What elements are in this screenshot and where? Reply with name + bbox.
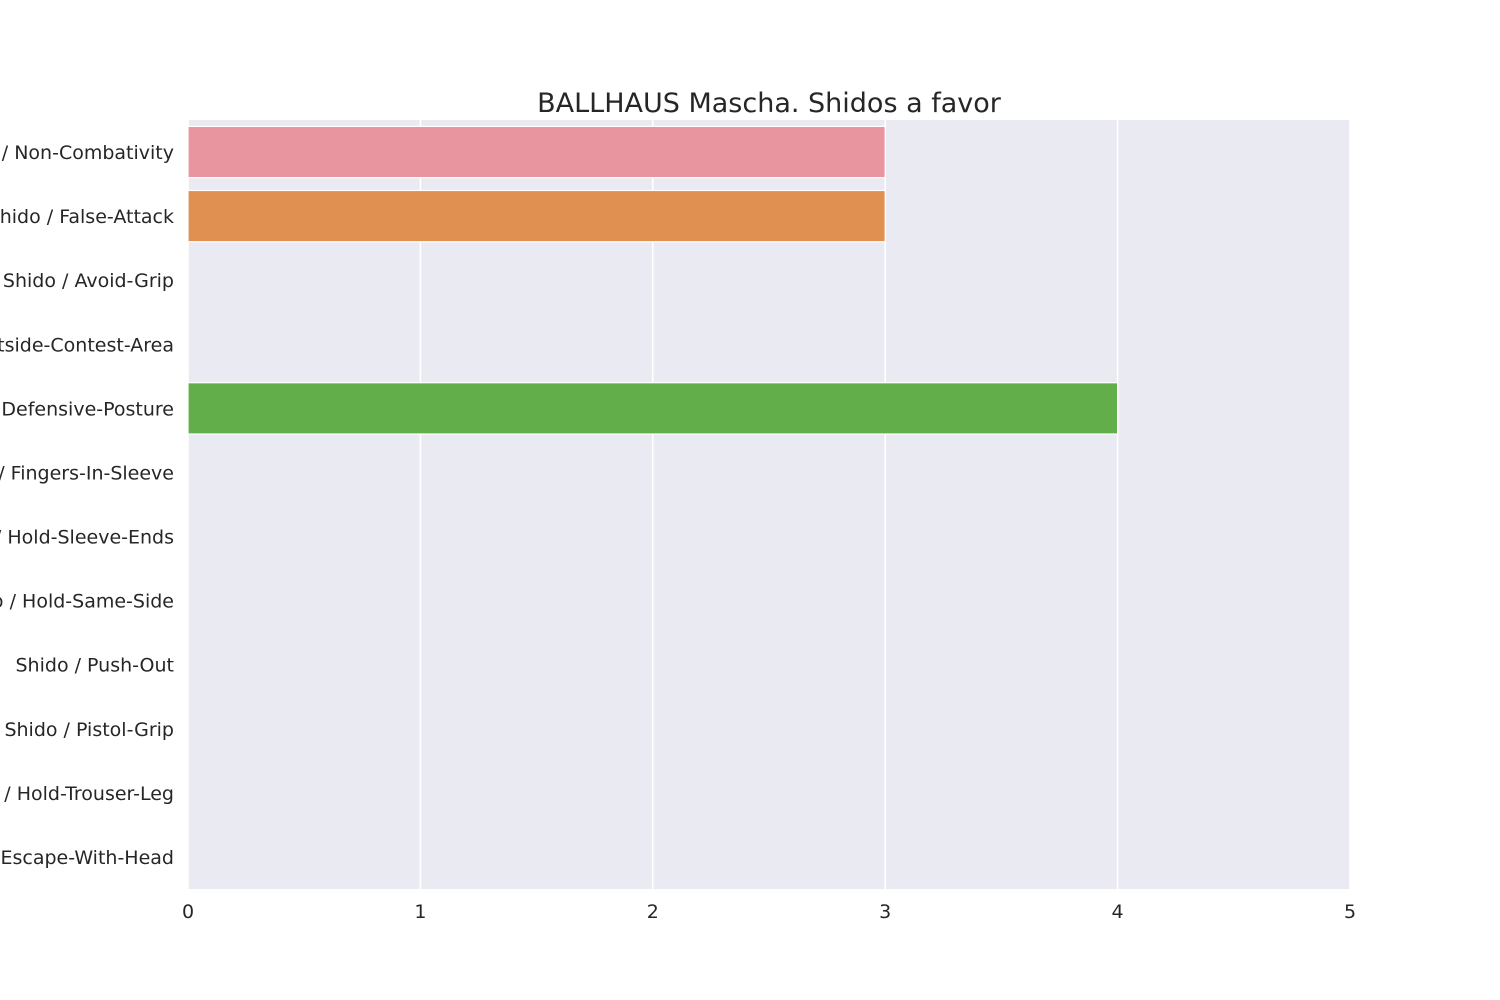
x-tick-label: 4 (1112, 901, 1124, 923)
x-tick-label: 1 (414, 901, 426, 923)
y-tick-label: Shido / Outside-Contest-Area (0, 334, 174, 356)
grid-lines (187, 120, 1351, 889)
y-tick-label: Shido / Defensive-Posture (0, 398, 174, 420)
y-tick-label: Shido / Hold-Same-Side (0, 591, 174, 613)
y-tick-label: Shido / Escape-With-Head (0, 847, 174, 869)
x-tick-labels: 0 1 2 3 4 5 (182, 901, 1356, 923)
bars (187, 125, 1119, 435)
plot-area (188, 120, 1350, 889)
y-tick-label: Shido / Fingers-In-Sleeve (0, 462, 174, 484)
x-tick-label: 5 (1344, 901, 1356, 923)
x-tick-label: 3 (879, 901, 891, 923)
bar (187, 189, 886, 243)
y-tick-label: Shido / Avoid-Grip (3, 270, 174, 292)
y-tick-label: Shido / Hold-Trouser-Leg (0, 783, 174, 805)
chart-title: BALLHAUS Mascha. Shidos a favor (537, 88, 1002, 119)
y-tick-labels: Shido / Non-Combativity Shido / False-Att… (0, 142, 174, 869)
bar (187, 125, 886, 179)
x-tick-label: 2 (647, 901, 659, 923)
x-tick-label: 0 (182, 901, 194, 923)
bar (187, 382, 1119, 435)
y-tick-label: Shido / Hold-Sleeve-Ends (0, 527, 174, 549)
y-tick-label: Shido / False-Attack (0, 206, 174, 228)
y-tick-label: Shido / Non-Combativity (0, 142, 174, 164)
y-tick-label: Shido / Push-Out (16, 655, 175, 677)
y-tick-label: Shido / Pistol-Grip (4, 719, 174, 741)
